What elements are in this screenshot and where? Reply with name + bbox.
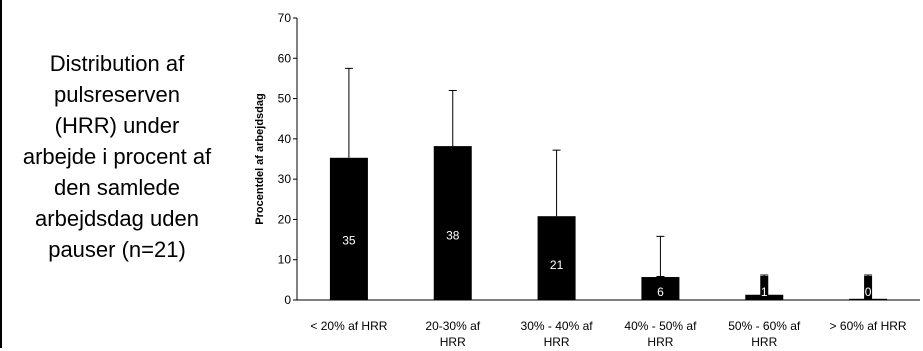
x-tick-label: < 20% af HRR — [310, 319, 387, 333]
y-axis-label: Procentdel af arbejdsdag — [254, 93, 266, 224]
data-label: 38 — [446, 228, 460, 242]
x-tick-label: 20-30% af — [425, 319, 480, 333]
data-label-background — [864, 276, 873, 300]
x-tick-label: > 60% af HRR — [830, 319, 907, 333]
bar — [537, 216, 576, 300]
y-tick-label: 40 — [278, 132, 292, 146]
x-tick-label: 50% - 60% af — [728, 319, 801, 333]
x-tick-label: 30% - 40% af — [521, 319, 594, 333]
data-label: 35 — [342, 233, 356, 247]
y-tick-label: 10 — [278, 253, 292, 267]
bar — [329, 157, 368, 300]
chart-caption: Distribution af pulsreserven (HRR) under… — [22, 51, 212, 262]
x-tick-label: HRR — [751, 335, 777, 349]
x-tick-label: 40% - 50% af — [624, 319, 697, 333]
data-label: 21 — [550, 258, 564, 272]
y-tick-label: 60 — [278, 51, 292, 65]
data-label: 0 — [865, 285, 872, 299]
data-label: 6 — [657, 285, 664, 299]
y-tick-label: 0 — [284, 293, 291, 307]
data-label-background — [760, 276, 769, 300]
y-tick-label: 50 — [278, 92, 292, 106]
bar — [433, 146, 472, 300]
data-label-background — [656, 276, 665, 300]
y-tick-label: 20 — [278, 212, 292, 226]
x-tick-label: HRR — [544, 335, 570, 349]
x-tick-label: HRR — [647, 335, 673, 349]
data-label: 1 — [761, 285, 768, 299]
x-tick-label: HRR — [440, 335, 466, 349]
y-tick-label: 70 — [278, 11, 292, 25]
y-tick-label: 30 — [278, 172, 292, 186]
